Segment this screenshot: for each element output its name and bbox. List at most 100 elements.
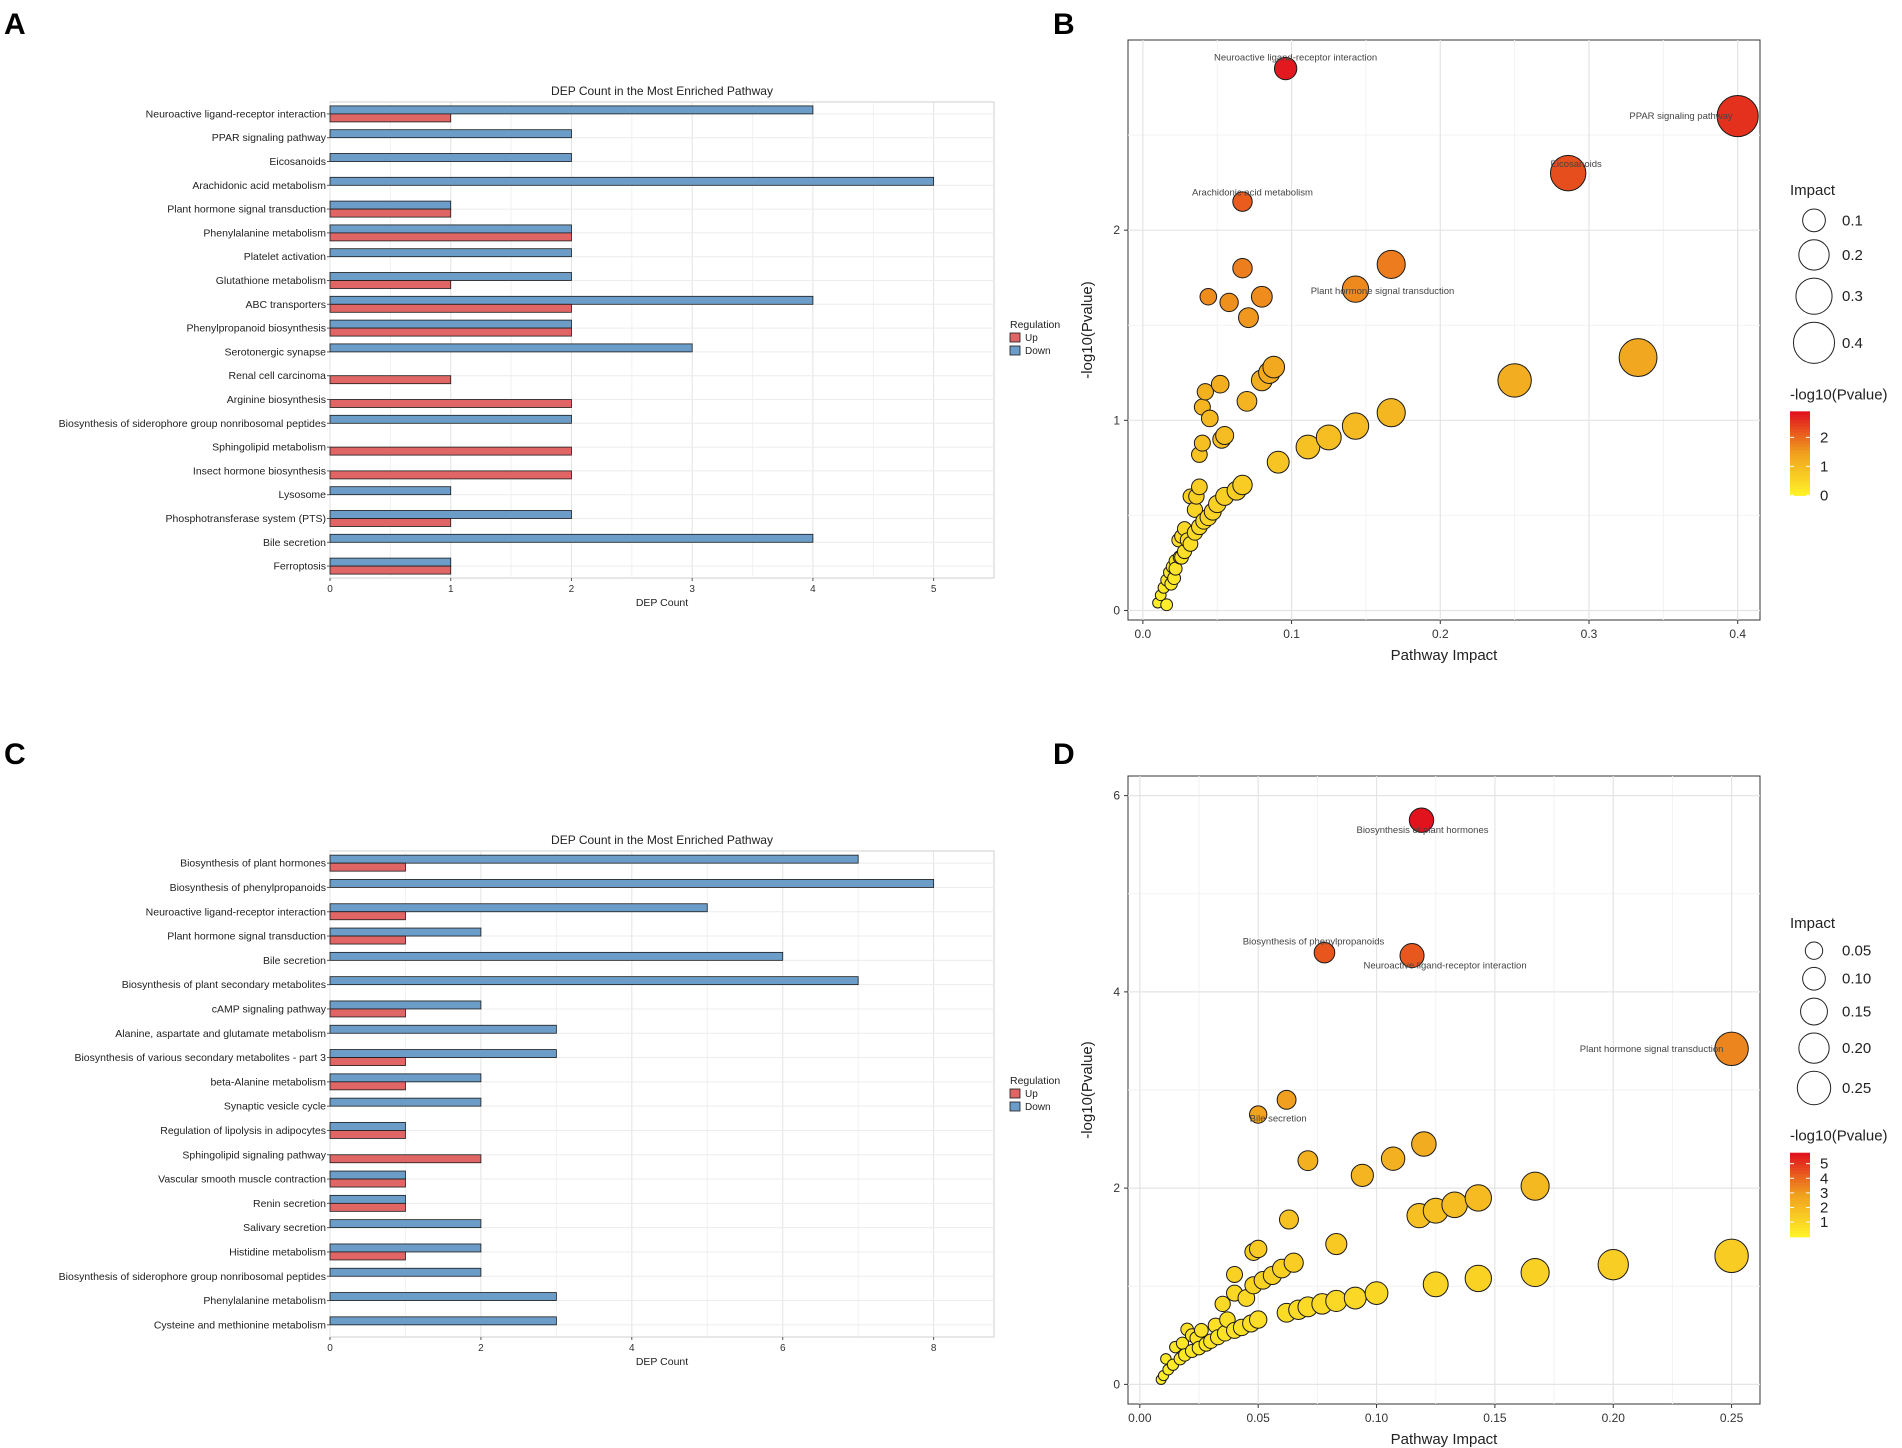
size-legend-circle [1798, 239, 1830, 271]
x-tick-label: 0.25 [1720, 1411, 1744, 1425]
bar-up [329, 327, 572, 337]
colorbar-label: 0 [1820, 487, 1828, 504]
point-annotation: Eicosanoids [1551, 159, 1602, 170]
colorbar-label: 1 [1820, 458, 1828, 475]
bar-up [329, 399, 572, 408]
bar-up [329, 565, 452, 575]
x-tick-label: 0.00 [1128, 1411, 1152, 1425]
category-label: Neuroactive ligand-receptor interaction [146, 108, 327, 120]
x-tick-label: 0.15 [1483, 1411, 1507, 1425]
bar-down [329, 176, 935, 186]
point-annotation: Neuroactive ligand-receptor interaction [1363, 961, 1526, 972]
point-annotation: Neuroactive ligand-receptor interaction [1214, 53, 1377, 64]
size-legend-circle [1804, 941, 1824, 960]
plot-background [329, 101, 995, 579]
bar-down [329, 319, 572, 329]
colorbar-segment [1790, 1191, 1810, 1196]
data-point [1199, 287, 1218, 306]
colorbar-segment [1790, 1200, 1810, 1205]
bar-up [329, 862, 406, 872]
colorbar-segment [1790, 438, 1810, 442]
category-label: Eicosanoids [269, 156, 326, 168]
data-point [1341, 412, 1370, 440]
data-point [1160, 598, 1174, 612]
data-point [1193, 434, 1211, 452]
size-legend-label: 0.25 [1842, 1080, 1871, 1097]
colorbar-segment [1790, 1158, 1810, 1163]
category-label: Phenylalanine metabolism [203, 227, 326, 239]
bar-up [329, 935, 406, 945]
bar-down [329, 1097, 482, 1107]
bar-down [329, 1316, 557, 1326]
colorbar-segment [1790, 444, 1810, 448]
data-point [1194, 1323, 1209, 1338]
colorbar-segment [1790, 1152, 1810, 1157]
colorbar-segment [1790, 417, 1810, 421]
x-tick-label: 0 [327, 1343, 333, 1354]
data-point [1210, 374, 1230, 394]
colorbar-segment [1790, 1179, 1810, 1184]
category-label: Vascular smooth muscle contraction [158, 1174, 326, 1186]
category-label: Histidine metabolism [229, 1246, 326, 1258]
category-label: Biosynthesis of siderophore group nonrib… [59, 418, 326, 430]
size-legend-label: 0.3 [1842, 288, 1863, 305]
colorbar-segment [1790, 1176, 1810, 1181]
bar-up [329, 1008, 406, 1018]
x-tick-label: 1 [448, 584, 454, 595]
data-point [1236, 390, 1258, 412]
bar-up [329, 208, 452, 218]
y-axis-label: -log10(Pvalue) [1079, 1041, 1096, 1139]
panel-a-bar-chart: Neuroactive ligand-receptor interaction P… [59, 84, 1061, 609]
bar-down [329, 1292, 557, 1301]
x-tick-label: 0.4 [1729, 627, 1746, 641]
bar-down [329, 248, 572, 258]
y-tick-label: 4 [1113, 985, 1120, 999]
bar-down [329, 1170, 406, 1180]
bar-down [329, 1243, 482, 1253]
bar-down [329, 272, 572, 281]
data-point [1238, 307, 1259, 329]
legend-down-swatch [1009, 1101, 1021, 1112]
colorbar-segment [1790, 1173, 1810, 1178]
data-point [1411, 1131, 1437, 1157]
bar-down [329, 951, 784, 961]
bar-up [329, 911, 406, 921]
colorbar-segment [1790, 1218, 1810, 1223]
colorbar-segment [1790, 465, 1810, 469]
colorbar-segment [1790, 492, 1810, 496]
colorbar-segment [1790, 1227, 1810, 1232]
x-tick-label: 4 [629, 1343, 635, 1354]
category-label: Renin secretion [253, 1198, 326, 1210]
chart-title: DEP Count in the Most Enriched Pathway [551, 84, 773, 98]
category-label: Biosynthesis of siderophore group nonrib… [59, 1271, 326, 1283]
bar-up [329, 1154, 482, 1164]
category-label: PPAR signaling pathway [212, 132, 327, 144]
bar-up [329, 1057, 406, 1066]
category-label: Ferroptosis [273, 561, 326, 573]
category-label: Arachidonic acid metabolism [192, 180, 326, 192]
colorbar-label: 2 [1820, 1199, 1828, 1216]
data-point [1441, 1191, 1468, 1219]
category-label: Phosphotransferase system (PTS) [166, 513, 326, 525]
data-point [1297, 1150, 1319, 1172]
x-tick-label: 2 [478, 1343, 484, 1354]
colorbar-segment [1790, 1230, 1810, 1235]
bar-down [329, 1267, 482, 1277]
x-tick-label: 0.10 [1365, 1411, 1389, 1425]
category-label: Biosynthesis of phenylpropanoids [170, 882, 326, 894]
colorbar-segment [1790, 1164, 1810, 1169]
colorbar-segment [1790, 1167, 1810, 1172]
bar-down [329, 1073, 482, 1083]
data-point [1200, 409, 1219, 428]
x-tick-label: 0 [327, 584, 333, 595]
size-legend-title: Impact [1790, 915, 1836, 932]
data-point [1232, 474, 1253, 496]
colorbar-segment [1790, 1161, 1810, 1166]
colorbar-segment [1790, 477, 1810, 481]
point-annotation: Arachidonic acid metabolism [1192, 188, 1313, 199]
y-axis-label: -log10(Pvalue) [1079, 281, 1096, 379]
panel-b-bubble-chart: 0.0 0.1 0.2 0.3 0.4 0 1 2 Neuroactive ligand-rec… [1079, 39, 1888, 664]
bar-down [329, 153, 572, 162]
data-point [1408, 807, 1435, 833]
bar-up [329, 1130, 406, 1139]
